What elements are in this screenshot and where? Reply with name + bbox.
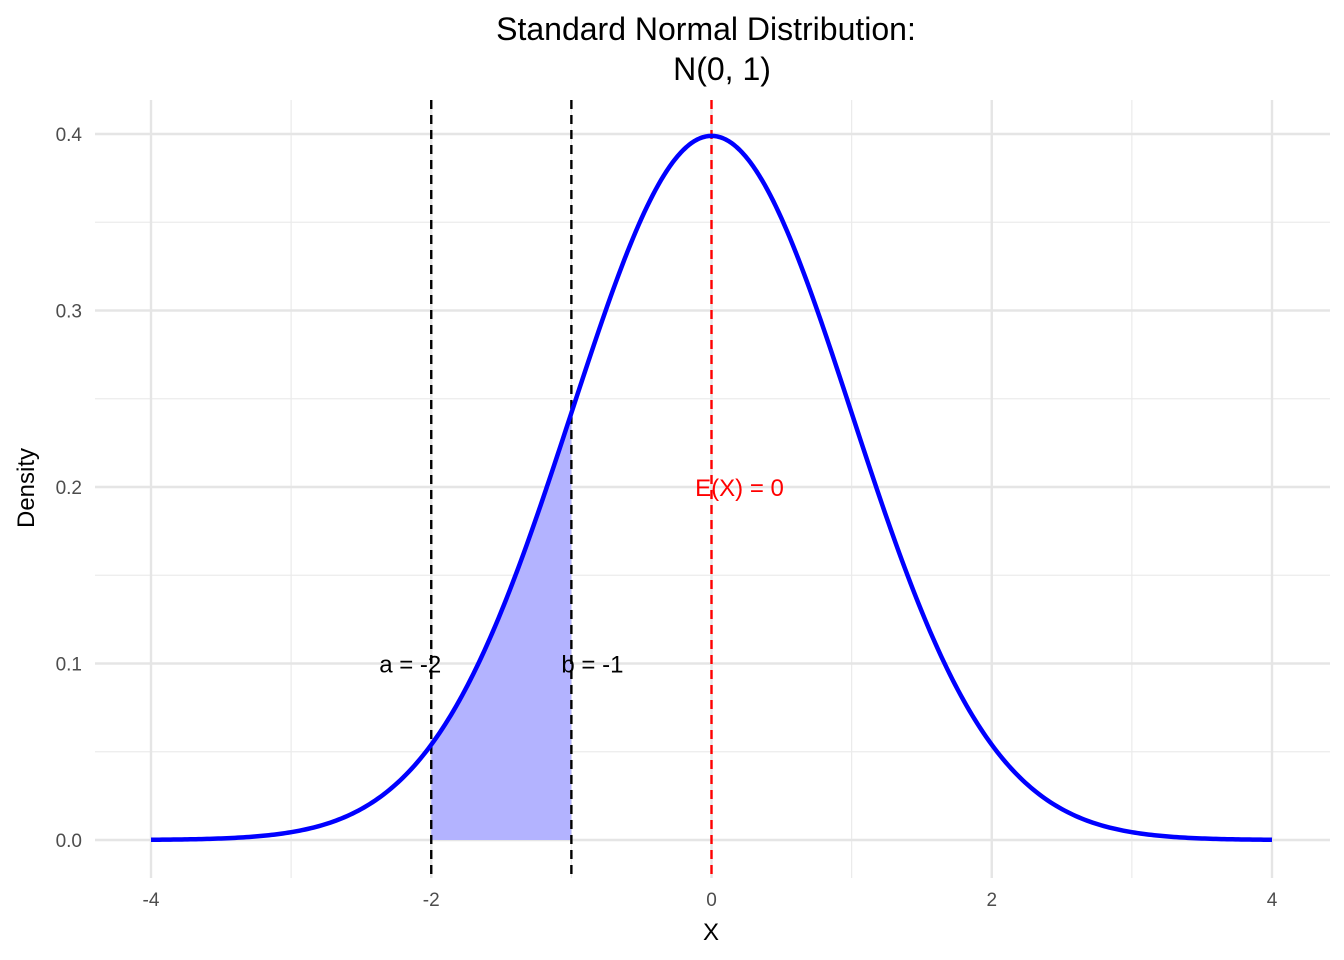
annotation-layer: a = -2 b = -1 E(X) = 0 [379, 475, 784, 679]
chart-title-line1: Standard Normal Distribution: [496, 11, 916, 47]
y-tick-label: 0.4 [56, 125, 83, 146]
annotation-label: a = -2 [379, 652, 441, 679]
x-tick-label: -2 [423, 890, 440, 911]
chart-title-line2: N(0, 1) [673, 51, 771, 87]
y-tick-label: 0.3 [56, 302, 82, 323]
x-axis-title: X [703, 919, 719, 946]
x-tick-label: -4 [143, 890, 160, 911]
curve-layer [150, 133, 1273, 843]
x-tick-label: 0 [706, 890, 717, 911]
y-tick-labels: 0.0 0.1 0.2 0.3 0.4 [56, 125, 83, 852]
annotation-label: E(X) = 0 [695, 475, 784, 502]
y-tick-label: 0.0 [56, 831, 82, 852]
x-tick-label: 2 [986, 890, 997, 911]
x-tick-labels: -4 -2 0 2 4 [143, 890, 1278, 911]
annotation-label: b = -1 [561, 652, 623, 679]
y-axis-title: Density [13, 448, 40, 528]
x-tick-label: 4 [1267, 890, 1278, 911]
y-tick-label: 0.2 [56, 478, 82, 499]
y-tick-label: 0.1 [56, 655, 82, 676]
density-curve [150, 133, 1273, 843]
